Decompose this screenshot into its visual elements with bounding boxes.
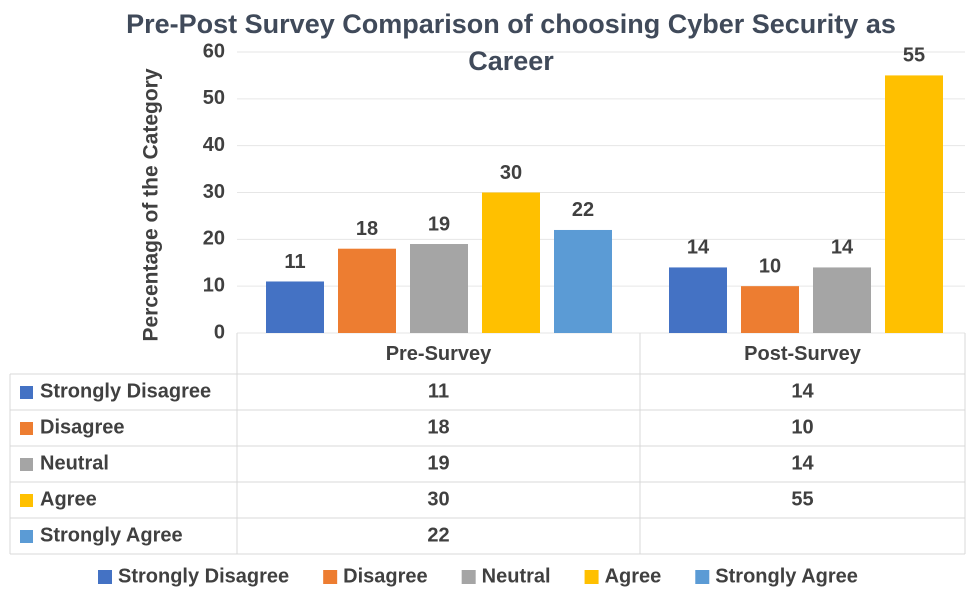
chart-title: Pre-Post Survey Comparison of choosing C… xyxy=(126,9,896,76)
bar xyxy=(338,248,396,333)
bar xyxy=(482,192,540,333)
x-tick-label: Post-Survey xyxy=(744,343,862,365)
y-tick-label: 60 xyxy=(203,40,225,62)
y-tick-label: 40 xyxy=(203,134,225,156)
table-value: 22 xyxy=(427,524,449,546)
bar xyxy=(741,286,799,333)
y-tick-label: 0 xyxy=(214,321,225,343)
table-row-label: Strongly Agree xyxy=(40,524,183,546)
bar xyxy=(669,267,727,333)
table-legend-key xyxy=(20,494,33,507)
table-row-label: Strongly Disagree xyxy=(40,380,211,402)
data-label: 22 xyxy=(572,199,594,221)
legend-key xyxy=(461,570,476,584)
y-tick-label: 50 xyxy=(203,87,225,109)
data-label: 14 xyxy=(687,237,710,259)
table-row-label: Disagree xyxy=(40,416,125,438)
bar xyxy=(813,267,871,333)
table-value: 18 xyxy=(427,416,449,438)
table-value: 11 xyxy=(428,380,449,402)
table-value: 10 xyxy=(791,416,813,438)
table-legend-key xyxy=(20,386,33,399)
table-legend-key xyxy=(20,422,33,435)
data-label: 10 xyxy=(759,255,781,277)
x-tick-label: Pre-Survey xyxy=(386,343,492,365)
table-row-label: Agree xyxy=(40,488,97,510)
table-value: 30 xyxy=(427,488,449,510)
y-tick-label: 10 xyxy=(203,274,225,296)
data-label: 14 xyxy=(831,237,854,259)
legend-key xyxy=(323,570,338,584)
y-tick-label: 30 xyxy=(203,181,225,203)
legend-label: Neutral xyxy=(482,565,551,587)
legend-label: Agree xyxy=(605,565,662,587)
table-value: 55 xyxy=(791,488,813,510)
bar xyxy=(554,229,612,333)
y-tick-label: 20 xyxy=(203,228,225,250)
bar xyxy=(885,75,943,334)
bar xyxy=(410,244,468,333)
legend-label: Strongly Agree xyxy=(715,565,858,587)
table-row-label: Neutral xyxy=(40,452,109,474)
data-label: 55 xyxy=(903,45,925,67)
legend-key xyxy=(584,570,599,584)
data-label: 18 xyxy=(356,218,378,240)
table-legend-key xyxy=(20,530,33,543)
table-value: 19 xyxy=(427,452,449,474)
legend-label: Strongly Disagree xyxy=(118,565,289,587)
legend-label: Disagree xyxy=(343,565,428,587)
bar xyxy=(266,281,324,333)
table-value: 14 xyxy=(791,380,814,402)
data-label: 30 xyxy=(500,162,522,184)
data-label: 19 xyxy=(428,213,450,235)
y-axis-label: Percentage of the Category xyxy=(140,68,163,341)
table-legend-key xyxy=(20,458,33,471)
legend-key xyxy=(695,570,710,584)
table-value: 14 xyxy=(791,452,814,474)
legend-key xyxy=(98,570,112,584)
data-label: 11 xyxy=(284,251,305,273)
